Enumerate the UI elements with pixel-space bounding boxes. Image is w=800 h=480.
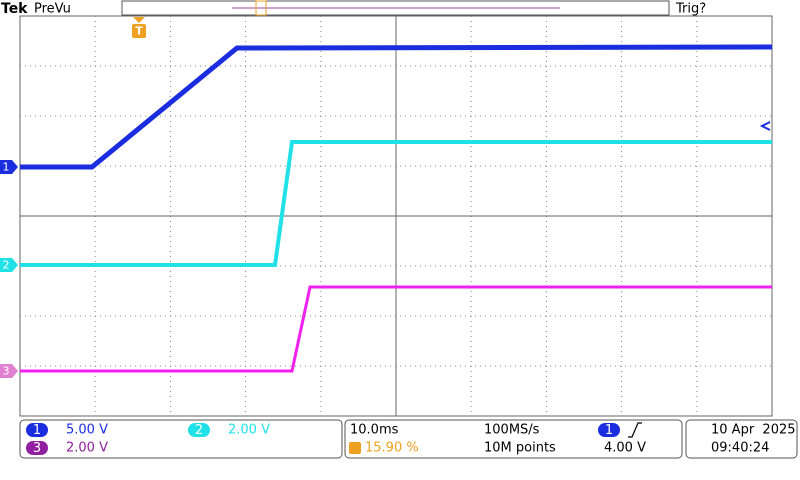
ch3-marker — [0, 364, 18, 378]
ch1-trace — [20, 44, 773, 170]
time: 09:40:24 — [711, 441, 769, 456]
trigger-position[interactable]: 15.90 % — [365, 441, 419, 456]
ch1-scale[interactable]: 5.00 V — [66, 423, 108, 438]
datetime-box — [685, 419, 798, 459]
ch3-trace — [20, 285, 772, 373]
graticule — [19, 15, 773, 417]
date: 10 Apr 2025 — [711, 423, 796, 438]
view-window — [255, 0, 267, 16]
ch1-marker-label: 1 — [3, 161, 10, 174]
record-length[interactable]: 10M points — [484, 441, 556, 456]
trigger-marker — [132, 24, 146, 38]
trigger-marker-label: T — [135, 25, 143, 38]
channel-box — [19, 419, 343, 459]
ch2-trace — [20, 140, 772, 267]
trigger-source-badge[interactable] — [598, 423, 620, 437]
ch2-badge[interactable] — [188, 423, 210, 437]
mode: PreVu — [34, 2, 71, 17]
ch2-badge-label: 2 — [195, 423, 203, 438]
ch3-marker-label: 3 — [3, 365, 10, 378]
ch1-badge[interactable] — [26, 423, 48, 437]
ch1-marker — [0, 160, 18, 174]
ch2-marker — [0, 258, 18, 272]
trigger-pointer — [133, 17, 145, 23]
ch1-badge-label: 1 — [33, 423, 41, 438]
trigger-slope — [628, 422, 642, 438]
ch3-scale[interactable]: 2.00 V — [66, 441, 108, 456]
trigger-source: 1 — [605, 423, 613, 438]
ch2-marker-label: 2 — [3, 259, 10, 272]
trigger-position-icon — [349, 442, 361, 454]
ch2-scale[interactable]: 2.00 V — [228, 423, 270, 438]
sample-rate: 100MS/s — [484, 423, 540, 438]
ch3-badge-label: 3 — [33, 441, 41, 456]
trigger-level-text[interactable]: 4.00 V — [604, 441, 646, 456]
brand: Tek — [1, 1, 28, 17]
trigger-status: Trig? — [675, 2, 706, 17]
ch3-badge[interactable] — [26, 441, 48, 455]
timebase-scale[interactable]: 10.0ms — [350, 423, 399, 438]
trigger-level — [759, 121, 771, 131]
acquisition-box — [344, 419, 683, 459]
